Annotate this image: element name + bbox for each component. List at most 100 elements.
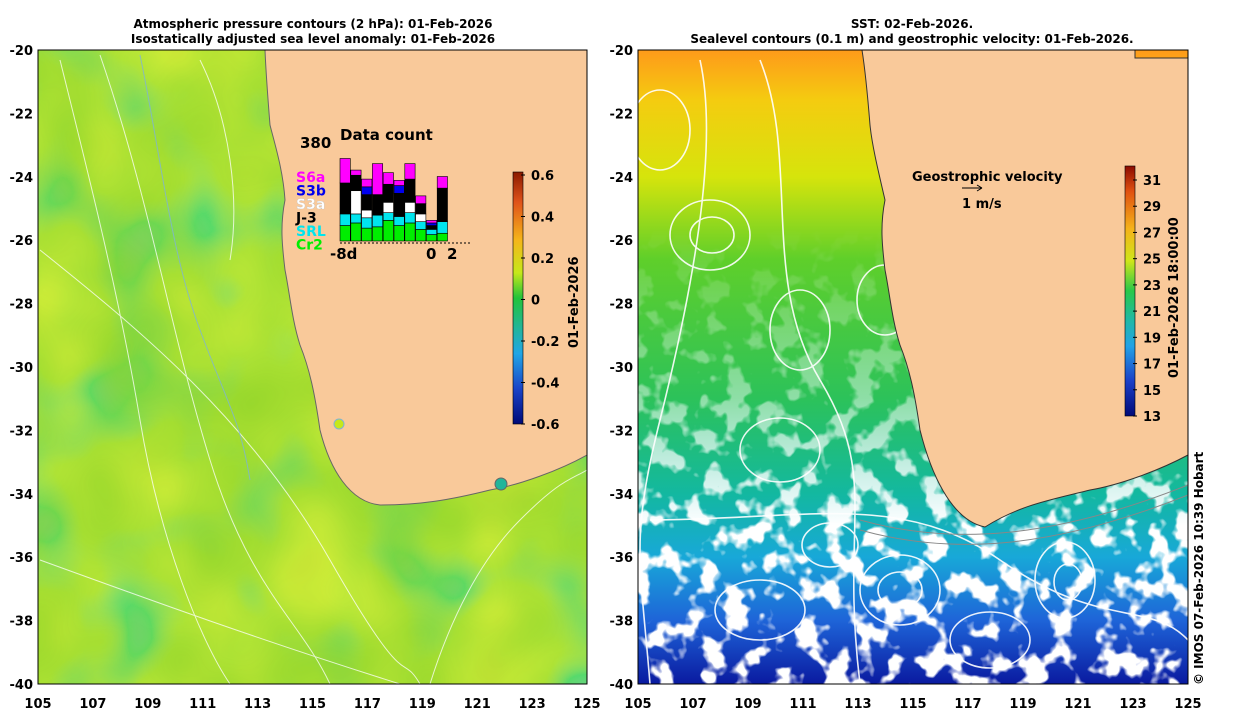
inset-bar-segment xyxy=(361,227,373,242)
colorbar-tick-label: 25 xyxy=(1143,253,1161,268)
y-tick-label: -28 xyxy=(610,298,634,313)
x-tick-label: 111 xyxy=(189,697,216,712)
inset-bar-segment xyxy=(426,225,437,230)
x-tick-label: 123 xyxy=(519,697,546,712)
inset-bar-segment xyxy=(393,192,405,217)
colorbar-tick-label: 31 xyxy=(1143,174,1161,189)
inset-legend-item: J-3 xyxy=(295,211,317,227)
inset-bar-segment xyxy=(382,202,394,213)
right-colorbar: 31 29 27 25 23 21 19 17 15 13 01-Feb-2026 18:00:0… xyxy=(1124,165,1182,425)
right-colorbar-ticks: 31 29 27 25 23 21 19 17 15 13 xyxy=(1133,174,1161,425)
x-tick-label: 109 xyxy=(734,697,761,712)
left-colorbar-ticks: 0.6 0.4 0.2 0 -0.2 -0.4 -0.6 xyxy=(521,169,559,433)
x-tick-label: 107 xyxy=(79,697,106,712)
inset-bar-segment xyxy=(339,213,351,226)
left-colorbar: 0.6 0.4 0.2 0 -0.2 -0.4 -0.6 01-Feb-2026 xyxy=(512,169,582,433)
inset-bar-segment xyxy=(361,217,373,229)
velocity-label: Geostrophic velocity xyxy=(912,170,1063,185)
inset-bar-segment xyxy=(415,195,427,204)
colorbar-tick-label: 0 xyxy=(531,294,540,309)
inset-x-zero: 0 xyxy=(426,245,436,263)
inset-bar-segment xyxy=(426,234,437,242)
right-title-line1: SST: 02-Feb-2026. xyxy=(850,17,974,31)
inset-legend-item: Cr2 xyxy=(296,238,323,254)
inset-bar-segment xyxy=(361,194,373,211)
inset-bar-segment xyxy=(372,163,383,195)
right-colorbar-gradient xyxy=(1124,165,1136,417)
colorbar-tick-label: 17 xyxy=(1143,358,1161,373)
y-tick-label: -38 xyxy=(610,615,634,630)
inset-bar-segment xyxy=(404,202,416,213)
inset-bar-segment xyxy=(382,212,394,221)
y-tick-label: -20 xyxy=(10,44,34,59)
inset-bar-segment xyxy=(393,216,405,226)
x-tick-label: 119 xyxy=(1009,697,1036,712)
right-y-axis: -20 -22 -24 -26 -28 -30 -32 -34 -36 -38 -40 xyxy=(610,44,634,693)
inset-bar-segment xyxy=(404,163,416,180)
y-tick-label: -30 xyxy=(10,361,34,376)
left-colorbar-label: 01-Feb-2026 xyxy=(567,256,582,348)
australia-landmass-right xyxy=(861,50,1188,528)
sea-level-contours xyxy=(638,59,1188,684)
pressure-contours xyxy=(39,54,587,684)
colorbar-tick-label: 29 xyxy=(1143,200,1161,215)
inset-bar-segment xyxy=(404,178,416,203)
left-title-line2: Isostatically adjusted sea level anomaly… xyxy=(130,32,496,46)
inset-bar-segment xyxy=(415,213,427,222)
island-marker xyxy=(333,418,345,430)
y-tick-label: -30 xyxy=(610,361,634,376)
right-colorbar-label: 01-Feb-2026 18:00:00 xyxy=(1167,217,1182,378)
left-map-frame xyxy=(37,49,588,685)
x-tick-label: 125 xyxy=(573,697,600,712)
y-tick-label: -32 xyxy=(10,424,34,439)
x-tick-label: 117 xyxy=(354,697,381,712)
inset-title: Data count xyxy=(340,126,433,144)
inset-bar-segment xyxy=(361,178,373,188)
imos-credit: © IMOS 07-Feb-2026 10:39 Hobart xyxy=(1192,451,1206,685)
inset-bar-segment xyxy=(339,225,351,242)
left-y-axis: -20 -22 -24 -26 -28 -30 -32 -34 -36 -38 -40 xyxy=(10,44,34,693)
inset-bar-segment xyxy=(372,214,383,228)
inset-bar-segment xyxy=(382,172,394,185)
inset-bar-segment xyxy=(339,158,351,184)
y-tick-label: -40 xyxy=(10,678,34,693)
x-tick-label: 113 xyxy=(244,697,271,712)
inset-bar-segment xyxy=(382,183,394,203)
colorbar-tick-label: 13 xyxy=(1143,410,1161,425)
inset-max-label: 380 xyxy=(300,134,331,152)
inset-x-right: 2 xyxy=(447,245,457,263)
y-tick-label: -22 xyxy=(610,107,634,122)
y-tick-label: -38 xyxy=(10,615,34,630)
y-tick-label: -32 xyxy=(610,424,634,439)
y-tick-label: -40 xyxy=(610,678,634,693)
bathymetry-lines xyxy=(859,484,1188,545)
inset-bar-segment xyxy=(350,190,362,215)
y-tick-label: -28 xyxy=(10,298,34,313)
inset-bar-segment xyxy=(372,226,383,242)
inset-bar-segment xyxy=(436,232,448,242)
colorbar-tick-label: 19 xyxy=(1143,331,1161,346)
inset-bar-segment xyxy=(415,203,427,215)
inset-bar-segment xyxy=(404,222,416,242)
x-tick-label: 105 xyxy=(24,697,51,712)
x-tick-label: 113 xyxy=(844,697,871,712)
inset-bar-segment xyxy=(426,229,437,235)
colorbar-tick-label: 15 xyxy=(1143,384,1161,399)
colorbar-tick-label: 23 xyxy=(1143,279,1161,294)
inset-bar-segment xyxy=(350,169,362,176)
colorbar-tick-label: 0.4 xyxy=(531,211,554,226)
y-tick-label: -36 xyxy=(10,551,34,566)
ocean-depth-contours xyxy=(139,54,251,481)
inset-bar-segment xyxy=(415,221,427,230)
x-tick-label: 107 xyxy=(679,697,706,712)
y-tick-label: -24 xyxy=(10,171,34,186)
colorbar-tick-label: -0.4 xyxy=(531,377,559,392)
inset-legend-item: S3a xyxy=(296,197,325,213)
colorbar-tick-label: 27 xyxy=(1143,226,1161,241)
x-tick-label: 117 xyxy=(954,697,981,712)
inset-bar-segment xyxy=(350,213,362,224)
x-tick-label: 115 xyxy=(299,697,326,712)
x-tick-label: 109 xyxy=(134,697,161,712)
colorbar-tick-label: 0.6 xyxy=(531,169,554,184)
